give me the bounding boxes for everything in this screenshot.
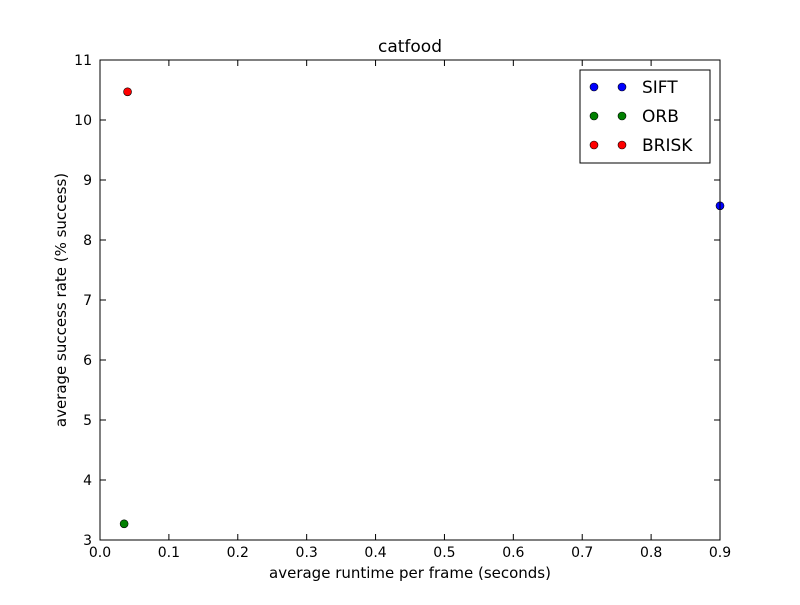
legend-marker-sift <box>589 82 599 92</box>
legend-marker-orb <box>589 111 599 121</box>
x-tick-label: 0.9 <box>709 545 731 561</box>
x-tick-label: 0.4 <box>364 545 386 561</box>
y-tick-label: 3 <box>83 533 92 549</box>
x-tick-label: 0.2 <box>227 545 249 561</box>
axis-ticks: 0.0 0.1 0.2 0.3 0.4 0.5 0.6 0.7 0.8 0.9 3 4 5 6 7 8 9 10 1… <box>74 53 731 561</box>
x-axis-label: average runtime per frame (seconds) <box>269 564 551 582</box>
x-tick-label: 0.8 <box>640 545 662 561</box>
x-tick-label: 0.0 <box>89 545 111 561</box>
legend-marker-orb <box>617 111 627 121</box>
legend-label-brisk: BRISK <box>642 136 693 156</box>
y-axis-label: average success rate (% success) <box>52 173 70 427</box>
legend-marker-sift <box>617 82 627 92</box>
y-tick-label: 9 <box>83 173 92 189</box>
x-tick-label: 0.3 <box>296 545 318 561</box>
data-point-brisk <box>123 87 132 97</box>
y-tick-label: 11 <box>74 53 92 69</box>
y-tick-label: 7 <box>83 293 92 309</box>
legend: SIFT ORB BRISK <box>579 69 711 164</box>
x-tick-label: 0.5 <box>433 545 455 561</box>
x-tick-label: 0.7 <box>571 545 593 561</box>
legend-marker-brisk <box>617 140 627 150</box>
legend-label-orb: ORB <box>642 107 679 127</box>
legend-box <box>579 69 711 164</box>
y-tick-label: 4 <box>83 473 92 489</box>
y-tick-label: 10 <box>74 113 92 129</box>
data-point-orb <box>119 519 129 529</box>
x-tick-label: 0.6 <box>502 545 524 561</box>
y-tick-label: 5 <box>83 413 92 429</box>
legend-marker-brisk <box>589 140 599 150</box>
y-tick-label: 8 <box>83 233 92 249</box>
legend-label-sift: SIFT <box>642 78 678 98</box>
x-tick-label: 0.1 <box>158 545 180 561</box>
chart-title: catfood <box>378 37 442 57</box>
y-tick-label: 6 <box>83 353 92 369</box>
